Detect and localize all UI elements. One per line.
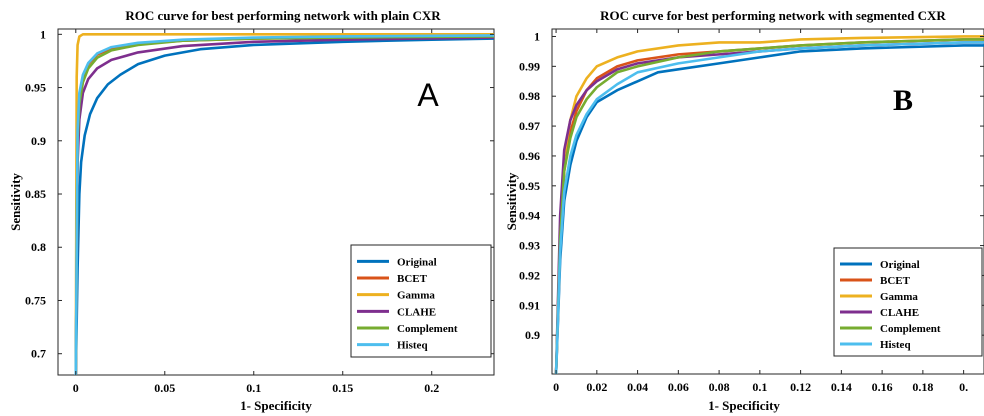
legend-label-histeq: Histeq bbox=[880, 339, 911, 351]
x-tick-label: 0.05 bbox=[154, 381, 175, 395]
roc-curves bbox=[74, 33, 494, 375]
x-tick-label: 0 bbox=[73, 381, 79, 395]
x-tick-label: 0.02 bbox=[586, 380, 607, 394]
roc-line-gamma bbox=[74, 33, 494, 375]
y-axis-label: Sensitivity bbox=[504, 172, 519, 230]
x-tick-label: 0.1 bbox=[752, 380, 767, 394]
legend-label-complement: Complement bbox=[880, 323, 941, 335]
roc-curves bbox=[554, 35, 984, 374]
y-tick-label: 0.91 bbox=[519, 298, 540, 312]
roc-line-complement bbox=[554, 38, 984, 374]
x-tick-label: 0.12 bbox=[790, 380, 811, 394]
panel-label: B bbox=[893, 84, 913, 117]
y-tick-label: 0.96 bbox=[519, 149, 540, 163]
y-tick-label: 0.99 bbox=[519, 59, 540, 73]
legend-label-original: Original bbox=[880, 259, 920, 271]
roc-line-original bbox=[554, 44, 984, 374]
legend: Original BCET Gamma CLAHE Complement Histeq bbox=[833, 247, 983, 357]
y-tick-label: 0.85 bbox=[25, 187, 46, 201]
legend-label-clahe: CLAHE bbox=[880, 307, 919, 319]
roc-line-histeq bbox=[554, 41, 984, 374]
legend: Original BCET Gamma CLAHE Complement Histeq bbox=[350, 244, 492, 358]
x-tick-label: 0 bbox=[553, 380, 559, 394]
y-tick-label: 0.92 bbox=[519, 268, 540, 282]
y-tick-label: 0.95 bbox=[519, 179, 540, 193]
legend-label-gamma: Gamma bbox=[397, 290, 435, 302]
y-tick-label: 0.97 bbox=[519, 119, 540, 133]
x-tick-label: 0.16 bbox=[872, 380, 893, 394]
legend-label-bcet: BCET bbox=[397, 273, 428, 285]
x-tick-label: 0.15 bbox=[332, 381, 353, 395]
x-tick-label: 0.14 bbox=[831, 380, 852, 394]
panel-label: A bbox=[417, 77, 439, 113]
roc-line-original bbox=[74, 37, 494, 375]
plot-area-frame bbox=[57, 28, 495, 376]
roc-panel-a: 0 0.05 0.1 0.15 0.2 0.7 0.75 0.8 0.85 0.9 0.95 1 ROC… bbox=[8, 8, 495, 413]
y-tick-label: 1 bbox=[534, 29, 540, 43]
y-tick-label: 0.9 bbox=[31, 134, 46, 148]
legend-label-bcet: BCET bbox=[880, 275, 911, 287]
x-tick-label: 0. bbox=[959, 380, 968, 394]
legend-label-clahe: CLAHE bbox=[397, 306, 436, 318]
y-tick-label: 0.7 bbox=[31, 347, 46, 361]
y-tick-label: 0.9 bbox=[525, 328, 540, 342]
y-tick-label: 0.98 bbox=[519, 89, 540, 103]
legend-label-complement: Complement bbox=[397, 323, 458, 335]
legend-label-histeq: Histeq bbox=[397, 340, 428, 352]
roc-line-histeq bbox=[74, 34, 494, 375]
x-axis-label: 1- Specificity bbox=[708, 398, 780, 413]
x-tick-label: 0.18 bbox=[912, 380, 933, 394]
y-tick-label: 0.94 bbox=[519, 209, 540, 223]
x-tick-label: 0.1 bbox=[246, 381, 261, 395]
y-tick-label: 0.8 bbox=[31, 240, 46, 254]
y-tick-label: 0.95 bbox=[25, 81, 46, 95]
plot-area-frame bbox=[551, 28, 984, 375]
y-axis-label: Sensitivity bbox=[8, 173, 23, 231]
x-tick-label: 0.08 bbox=[709, 380, 730, 394]
chart-title: ROC curve for best performing network wi… bbox=[600, 8, 946, 23]
y-tick-label: 1 bbox=[40, 27, 46, 41]
y-tick-label: 0.93 bbox=[519, 239, 540, 253]
legend-box bbox=[833, 247, 983, 357]
legend-box bbox=[350, 244, 492, 358]
legend-label-original: Original bbox=[397, 256, 437, 268]
roc-panel-b: 0 0.02 0.04 0.06 0.08 0.1 0.12 0.14 0.16 0.18 0. 0.… bbox=[504, 8, 984, 413]
x-tick-label: 0.2 bbox=[424, 381, 439, 395]
legend-label-gamma: Gamma bbox=[880, 291, 918, 303]
x-axis-label: 1- Specificity bbox=[240, 398, 312, 413]
x-tick-label: 0.04 bbox=[627, 380, 648, 394]
chart-title: ROC curve for best performing network wi… bbox=[125, 8, 441, 23]
x-tick-label: 0.06 bbox=[668, 380, 689, 394]
y-tick-label: 0.75 bbox=[25, 293, 46, 307]
